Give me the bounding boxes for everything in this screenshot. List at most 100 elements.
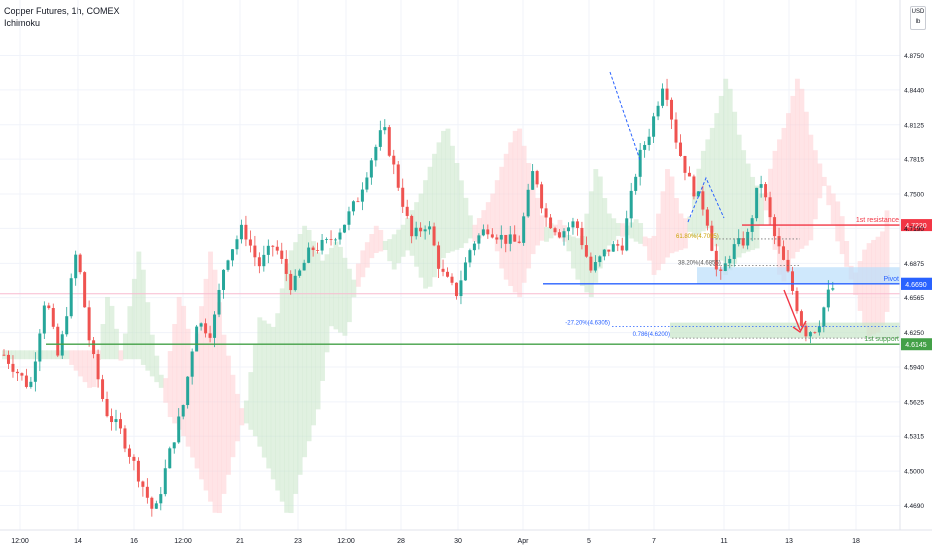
cloud-segment xyxy=(678,213,684,251)
cloud-segment xyxy=(651,235,657,275)
candle-body xyxy=(92,340,96,355)
candle-body xyxy=(410,215,414,237)
candle-body xyxy=(728,258,732,264)
currency-label: USD xyxy=(911,9,925,15)
candle-body xyxy=(782,246,786,260)
cloud-segment xyxy=(548,223,554,239)
candle-body xyxy=(123,428,127,449)
cloud-segment xyxy=(64,350,70,360)
cloud-segment xyxy=(131,278,137,360)
candle-body xyxy=(334,239,338,241)
cloud-segment xyxy=(768,168,773,226)
candle-body xyxy=(101,379,105,399)
cloud-segment xyxy=(521,145,527,283)
symbol-title[interactable]: Copper Futures, 1h, COMEX xyxy=(4,6,120,16)
cloud-segment xyxy=(378,229,384,252)
cloud-segment xyxy=(418,193,424,278)
candle-body xyxy=(674,119,678,143)
candle-body xyxy=(280,250,284,259)
fib-label: 38.20%(4.6855) xyxy=(678,261,721,267)
candle-body xyxy=(24,375,28,387)
candle-body xyxy=(522,216,526,243)
candle-body xyxy=(634,176,638,191)
forecast-arrowhead xyxy=(792,320,807,334)
candle-body xyxy=(47,305,51,309)
candle-body xyxy=(562,231,566,238)
cloud-segment xyxy=(503,153,509,280)
candle-body xyxy=(392,155,396,165)
cloud-segment xyxy=(463,197,469,244)
cloud-segment xyxy=(391,234,397,270)
cloud-segment xyxy=(355,263,361,287)
cloud-segment xyxy=(669,176,675,254)
candle-body xyxy=(38,333,42,362)
cloud-segment xyxy=(136,251,142,360)
fib-label: -27.20%(4.6305) xyxy=(565,320,610,326)
cloud-segment xyxy=(535,197,540,246)
candle-body xyxy=(307,247,311,263)
candle-body xyxy=(584,245,588,257)
candle-body xyxy=(51,308,55,327)
cloud-segment xyxy=(539,215,545,241)
candle-body xyxy=(705,209,709,226)
candle-body xyxy=(629,190,633,219)
candle-body xyxy=(504,234,508,244)
candle-body xyxy=(56,326,60,356)
cloud-segment xyxy=(647,238,652,261)
cloud-segment xyxy=(261,320,267,458)
candle-body xyxy=(29,381,33,387)
candle-body xyxy=(768,197,772,218)
currency-unit-button[interactable]: USD lb xyxy=(910,6,926,30)
cloud-segment xyxy=(257,317,263,447)
cloud-segment xyxy=(835,201,841,242)
cloud-segment xyxy=(266,323,272,469)
level-label: 1st support xyxy=(864,336,899,343)
time-tick-label: 7 xyxy=(652,538,656,545)
candle-body xyxy=(454,282,458,297)
cloud-segment xyxy=(696,168,702,235)
cloud-segment xyxy=(208,251,213,502)
cloud-segment xyxy=(579,235,585,287)
candle-body xyxy=(396,164,400,188)
cloud-segment xyxy=(284,263,290,513)
cloud-segment xyxy=(862,249,868,327)
cloud-segment xyxy=(140,269,146,365)
cloud-segment xyxy=(217,302,222,514)
candle-body xyxy=(808,332,812,337)
candle-body xyxy=(701,191,705,210)
candle-body xyxy=(459,280,463,297)
candle-body xyxy=(284,258,288,274)
cloud-segment xyxy=(163,378,169,403)
cloud-segment xyxy=(445,128,451,254)
candle-body xyxy=(477,235,481,244)
level-price-label: 4.7220 xyxy=(905,223,927,230)
candle-body xyxy=(710,225,714,251)
cloud-segment xyxy=(786,113,791,270)
time-tick-label: 28 xyxy=(397,538,405,545)
cloud-segment xyxy=(149,334,155,377)
cloud-segment xyxy=(346,268,352,323)
candle-body xyxy=(320,239,324,251)
candle-body xyxy=(195,326,199,352)
cloud-segment xyxy=(15,350,21,360)
candle-body xyxy=(114,419,118,423)
cloud-segment xyxy=(485,202,491,229)
candle-body xyxy=(795,290,799,312)
cloud-segment xyxy=(674,198,679,252)
candle-body xyxy=(723,263,727,272)
candle-body xyxy=(338,232,342,240)
candle-body xyxy=(799,311,803,326)
indicator-label[interactable]: Ichimoku xyxy=(4,18,41,28)
cloud-segment xyxy=(315,252,321,410)
cloud-segment xyxy=(373,225,379,254)
cloud-segment xyxy=(745,163,751,252)
time-tick-label: 30 xyxy=(454,538,462,545)
candle-body xyxy=(401,187,405,207)
cloud-segment xyxy=(239,408,245,426)
cloud-segment xyxy=(723,78,729,275)
cloud-segment xyxy=(602,198,608,255)
candle-body xyxy=(145,486,149,498)
candle-body xyxy=(450,276,454,283)
candle-body xyxy=(11,363,15,372)
